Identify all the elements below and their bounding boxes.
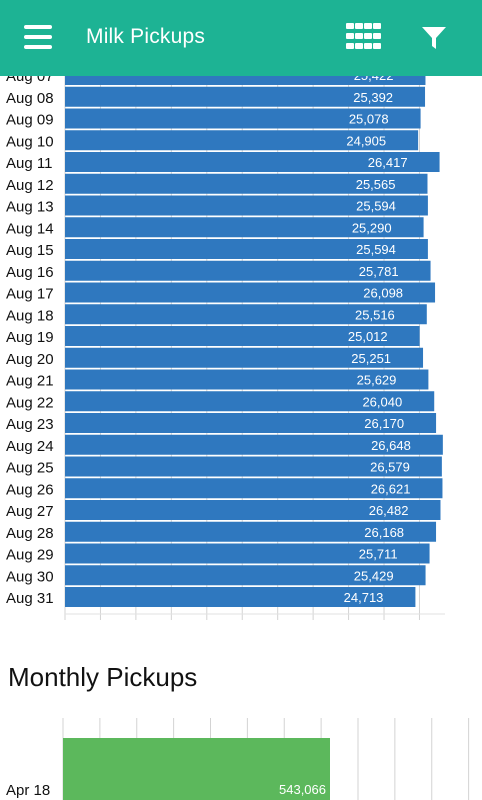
daily-bar [65, 587, 416, 607]
daily-bar [65, 391, 435, 412]
bar-value-label: 25,429 [354, 568, 394, 583]
category-label: Aug 12 [6, 177, 54, 194]
app-bar: Milk Pickups [0, 0, 482, 76]
category-label: Apr 18 [6, 782, 50, 799]
bar-value-label: 25,012 [348, 329, 388, 344]
category-label: Aug 08 [6, 90, 54, 107]
category-label: Aug 21 [6, 373, 54, 390]
daily-bar [65, 260, 431, 281]
bar-value-label: 25,078 [349, 112, 389, 127]
category-label: Aug 15 [6, 242, 54, 259]
daily-bar [65, 282, 436, 303]
monthly-bar [63, 738, 330, 800]
daily-bar [65, 521, 437, 542]
daily-bar [65, 326, 420, 346]
category-label: Aug 18 [6, 307, 54, 324]
category-label: Aug 24 [6, 438, 54, 455]
bar-value-label: 26,040 [362, 394, 402, 409]
daily-bar [65, 369, 429, 390]
app-title: Milk Pickups [86, 25, 206, 48]
category-label: Aug 20 [6, 351, 54, 368]
category-label: Aug 22 [6, 394, 54, 411]
category-label: Aug 26 [6, 481, 54, 498]
bar-value-label: 543,066 [279, 782, 326, 797]
category-label: Aug 19 [6, 329, 54, 346]
daily-bar [65, 500, 441, 520]
bar-value-label: 25,290 [352, 220, 392, 235]
category-label: Aug 14 [6, 220, 54, 237]
category-label: Aug 29 [6, 547, 54, 564]
daily-bar [65, 173, 428, 194]
category-label: Aug 09 [6, 112, 54, 129]
bar-value-label: 26,170 [364, 416, 404, 431]
category-label: Aug 30 [6, 568, 54, 585]
category-label: Aug 10 [6, 133, 54, 150]
daily-bar [65, 86, 426, 107]
daily-bar [65, 456, 442, 477]
hamburger-menu-icon[interactable] [24, 25, 52, 49]
bar-value-label: 25,594 [356, 242, 396, 257]
bar-value-label: 24,905 [346, 133, 386, 148]
bar-value-label: 25,594 [356, 199, 396, 214]
bar-value-label: 25,711 [359, 547, 398, 562]
category-label: Aug 17 [6, 286, 54, 303]
bar-value-label: 25,251 [351, 351, 391, 366]
category-label: Aug 31 [6, 590, 54, 607]
daily-bar [65, 239, 428, 259]
bar-value-label: 24,713 [344, 590, 384, 605]
grid-view-icon[interactable] [346, 23, 381, 49]
daily-bar [65, 195, 428, 216]
bar-value-label: 25,629 [357, 373, 397, 388]
bar-value-label: 26,482 [369, 503, 409, 518]
category-label: Aug 23 [6, 416, 54, 433]
category-label: Aug 28 [6, 525, 54, 542]
category-label: Aug 13 [6, 199, 54, 216]
monthly-pickups-chart: 543,066 Apr 18 [6, 718, 470, 800]
category-label: Aug 27 [6, 503, 54, 520]
daily-bar [65, 565, 426, 586]
daily-bar [65, 217, 424, 238]
bar-value-label: 25,781 [359, 264, 399, 279]
daily-bar [65, 478, 443, 499]
daily-bar [65, 304, 427, 325]
category-label: Aug 16 [6, 264, 54, 281]
bar-value-label: 26,621 [371, 481, 411, 496]
bar-value-label: 25,516 [355, 307, 395, 322]
filter-funnel-icon[interactable] [420, 25, 448, 51]
daily-bar [65, 434, 443, 455]
daily-bar [65, 347, 424, 368]
daily-bar [65, 152, 440, 172]
bar-value-label: 25,565 [356, 177, 396, 192]
bar-value-label: 26,417 [368, 155, 408, 170]
bar-value-label: 26,648 [371, 438, 411, 453]
category-label: Aug 25 [6, 460, 54, 477]
daily-bar [65, 543, 430, 564]
daily-bar [65, 108, 421, 129]
bar-value-label: 26,579 [370, 460, 410, 475]
category-label: Aug 11 [6, 155, 52, 172]
bar-value-label: 25,392 [353, 90, 393, 105]
daily-bar [65, 130, 419, 151]
bar-value-label: 26,098 [363, 286, 403, 301]
daily-bar [65, 413, 437, 433]
bar-value-label: 26,168 [364, 525, 404, 540]
monthly-section-title: Monthly Pickups [8, 662, 198, 692]
